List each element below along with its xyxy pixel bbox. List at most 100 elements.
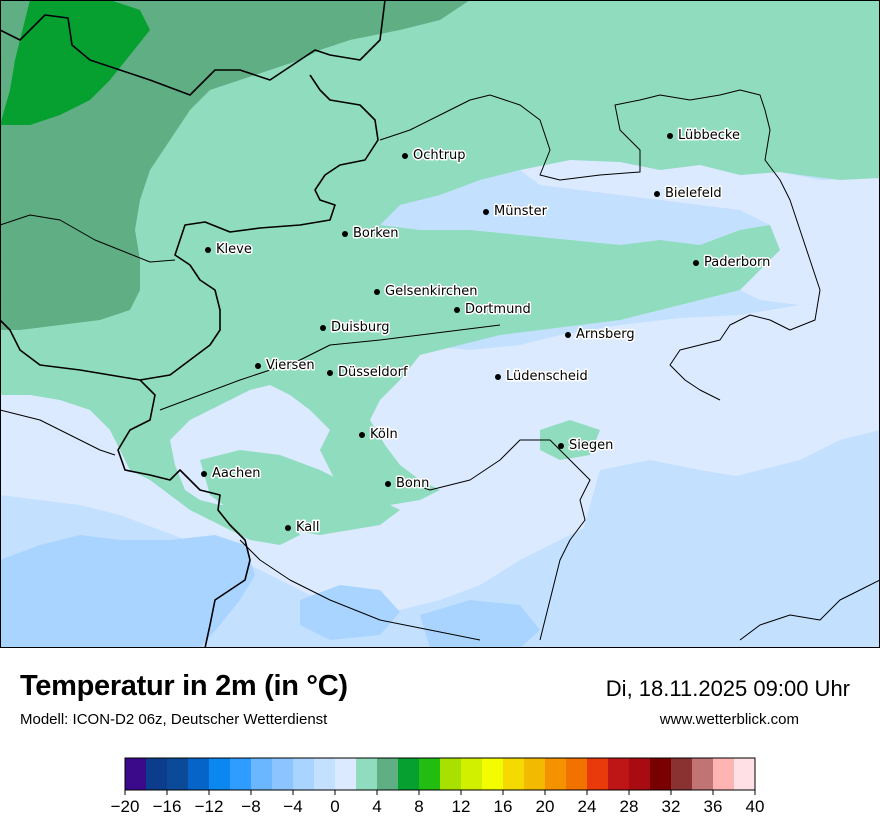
legend-swatch xyxy=(188,758,210,790)
map-patches xyxy=(0,45,185,310)
legend-tick-label: 40 xyxy=(746,797,765,816)
zone-light-green-siegen xyxy=(540,420,600,460)
zone-dark-green xyxy=(0,0,150,125)
svg-text:Aachen: Aachen xyxy=(212,466,260,481)
svg-text:Münster: Münster xyxy=(494,204,548,219)
legend-swatch xyxy=(440,758,462,790)
city-kleve: Kleve xyxy=(205,241,253,259)
legend-swatch xyxy=(293,758,315,790)
city-bielefeld: Bielefeld xyxy=(654,185,723,203)
legend-swatch xyxy=(608,758,630,790)
legend-swatch xyxy=(671,758,693,790)
legend-swatch xyxy=(566,758,588,790)
zone-light-green xyxy=(0,0,880,545)
legend-swatch xyxy=(125,758,147,790)
legend-swatch xyxy=(335,758,357,790)
zone-light-blue xyxy=(560,460,880,648)
legend-swatch xyxy=(629,758,651,790)
svg-text:Dortmund: Dortmund xyxy=(465,302,531,317)
legend-swatch xyxy=(713,758,735,790)
legend-tick-label: 12 xyxy=(452,797,471,816)
legend-swatch xyxy=(146,758,168,790)
city-borken: Borken xyxy=(342,225,400,243)
website-link[interactable]: www.wetterblick.com xyxy=(659,711,799,728)
legend-swatch xyxy=(398,758,420,790)
city-munster: Münster xyxy=(483,203,549,221)
svg-text:Lübbecke: Lübbecke xyxy=(678,128,740,143)
city-viersen: Viersen xyxy=(255,357,316,375)
city-bonn: Bonn xyxy=(385,475,431,493)
legend-swatch xyxy=(461,758,483,790)
svg-text:Arnsberg: Arnsberg xyxy=(576,327,635,342)
legend-swatch xyxy=(314,758,336,790)
legend-swatch xyxy=(503,758,525,790)
svg-text:Köln: Köln xyxy=(370,427,398,442)
legend-swatch xyxy=(482,758,504,790)
legend-tick-label: −20 xyxy=(111,797,140,816)
legend-swatch xyxy=(167,758,189,790)
legend-swatch xyxy=(524,758,546,790)
legend-swatch xyxy=(272,758,294,790)
legend-border xyxy=(124,757,756,791)
temperature-map: Lübbecke Ochtrup Bielefeld Münster Borke… xyxy=(0,0,880,648)
legend-tick-label: 4 xyxy=(372,797,381,816)
legend-tick-label: −4 xyxy=(283,797,302,816)
legend-swatch xyxy=(545,758,567,790)
city-dusseldorf: Düsseldorf xyxy=(327,364,409,382)
zone-very-light-blue-ne xyxy=(520,160,880,305)
forecast-datetime: Di, 18.11.2025 09:00 Uhr xyxy=(605,676,850,701)
legend-tick-label: −16 xyxy=(153,797,182,816)
city-kall: Kall xyxy=(285,519,321,537)
map-title: Temperatur in 2m (in °C) xyxy=(20,670,348,702)
legend-swatch xyxy=(251,758,273,790)
legend-tick-label: 24 xyxy=(578,797,597,816)
legend-swatch xyxy=(650,758,672,790)
city-aachen: Aachen xyxy=(201,465,262,483)
legend-tick-label: 36 xyxy=(704,797,723,816)
legend-tick-label: 32 xyxy=(662,797,681,816)
legend-tick-label: 20 xyxy=(536,797,555,816)
color-legend: −20 −16 −12 −8 −4 0 4 8 12 16 20 24 28 32 36 40 xyxy=(111,757,765,816)
legend-tick-label: 0 xyxy=(330,797,339,816)
city-siegen: Siegen xyxy=(558,437,615,455)
legend-swatch xyxy=(356,758,378,790)
legend-swatch xyxy=(692,758,714,790)
zone-blue-southeast xyxy=(420,600,540,648)
legend-swatch xyxy=(230,758,252,790)
legend-swatch xyxy=(734,758,756,790)
svg-text:Borken: Borken xyxy=(353,226,399,241)
svg-text:Gelsenkirchen: Gelsenkirchen xyxy=(385,284,478,299)
zone-blue-southwest xyxy=(0,535,255,648)
legend-tick-label: −12 xyxy=(195,797,224,816)
svg-text:Bielefeld: Bielefeld xyxy=(665,186,722,201)
legend-swatches xyxy=(124,757,756,791)
city-arnsberg: Arnsberg xyxy=(565,326,636,344)
legend-swatch xyxy=(419,758,441,790)
zone-blue-south xyxy=(300,585,400,640)
city-lubbecke: Lübbecke xyxy=(667,127,741,145)
city-gelsenkirchen: Gelsenkirchen xyxy=(374,283,479,301)
city-koln: Köln xyxy=(359,426,399,444)
city-dortmund: Dortmund xyxy=(454,301,532,319)
zone-light-green-south xyxy=(200,450,400,535)
svg-text:Duisburg: Duisburg xyxy=(331,320,390,335)
city-ludenscheid: Lüdenscheid xyxy=(495,368,589,386)
city-paderborn: Paderborn xyxy=(693,254,772,272)
svg-text:Bonn: Bonn xyxy=(396,476,429,491)
svg-text:Düsseldorf: Düsseldorf xyxy=(338,365,408,380)
svg-text:Lüdenscheid: Lüdenscheid xyxy=(506,369,588,384)
svg-text:Paderborn: Paderborn xyxy=(704,255,770,270)
legend-tick-label: 16 xyxy=(494,797,513,816)
legend-tick-label: −8 xyxy=(241,797,260,816)
legend-swatch xyxy=(587,758,609,790)
city-duisburg: Duisburg xyxy=(320,319,391,337)
legend-tick-label: 8 xyxy=(414,797,423,816)
svg-text:Siegen: Siegen xyxy=(569,438,613,453)
svg-text:Viersen: Viersen xyxy=(266,358,315,373)
borders xyxy=(0,0,880,648)
legend-swatch xyxy=(209,758,231,790)
model-info: Modell: ICON-D2 06z, Deutscher Wetterdie… xyxy=(20,711,328,728)
svg-text:Kall: Kall xyxy=(296,520,320,535)
city-ochtrup: Ochtrup xyxy=(402,147,467,165)
legend-swatch xyxy=(377,758,399,790)
